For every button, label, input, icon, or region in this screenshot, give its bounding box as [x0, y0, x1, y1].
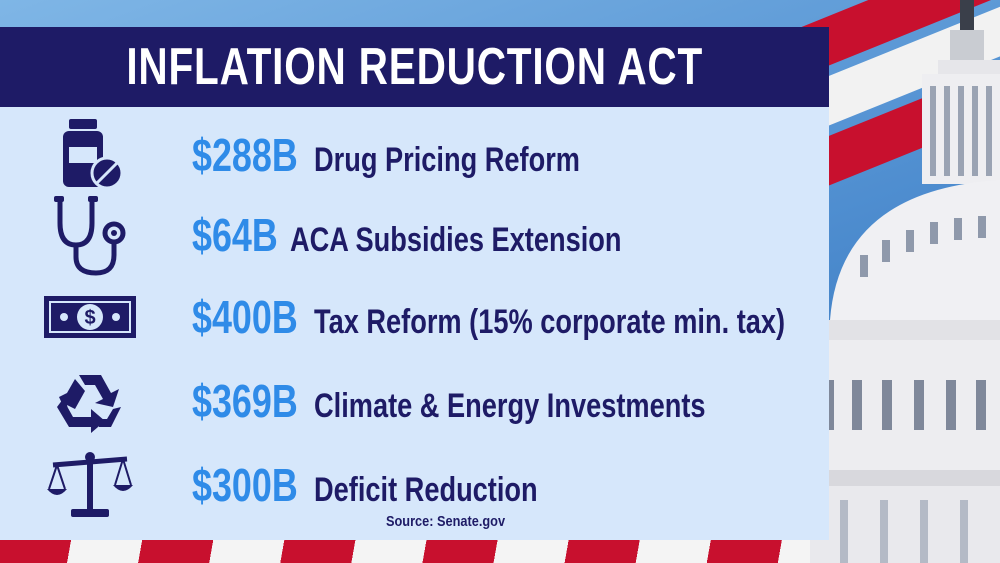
stethoscope-icon	[0, 195, 180, 276]
capitol-dome-icon	[810, 0, 1000, 563]
amount: $64B	[192, 209, 278, 261]
amount: $288B	[192, 129, 298, 181]
description: Drug Pricing Reform	[313, 141, 580, 179]
svg-text:$: $	[84, 307, 95, 329]
recycle-icon	[0, 361, 180, 441]
list-item: $288B Drug Pricing Reform	[0, 115, 829, 195]
list-item: $369B Climate & Energy Investments	[0, 361, 829, 441]
list-item: $64B ACA Subsidies Extension	[0, 195, 829, 276]
amount: $400B	[192, 291, 298, 343]
description: Deficit Reduction	[313, 471, 538, 509]
title-bar: INFLATION REDUCTION ACT	[0, 27, 829, 107]
amount: $369B	[192, 375, 298, 427]
list-item: $ $400B Tax Reform (15% corporate min. t…	[0, 277, 829, 357]
description: ACA Subsidies Extension	[289, 221, 622, 259]
source-citation: Source: Senate.gov	[386, 513, 506, 530]
flag-stripes-bottom	[0, 540, 1000, 563]
dollar-bill-icon: $	[0, 277, 180, 357]
list-item: $300B Deficit Reduction	[0, 445, 829, 525]
info-panel: INFLATION REDUCTION ACT $288B Drug Prici…	[0, 27, 829, 540]
page-title: INFLATION REDUCTION ACT	[126, 38, 703, 96]
description: Tax Reform (15% corporate min. tax)	[313, 303, 785, 341]
description: Climate & Energy Investments	[313, 387, 706, 425]
scales-icon	[0, 445, 180, 525]
pill-bottle-icon	[0, 115, 180, 195]
amount: $300B	[192, 459, 298, 511]
